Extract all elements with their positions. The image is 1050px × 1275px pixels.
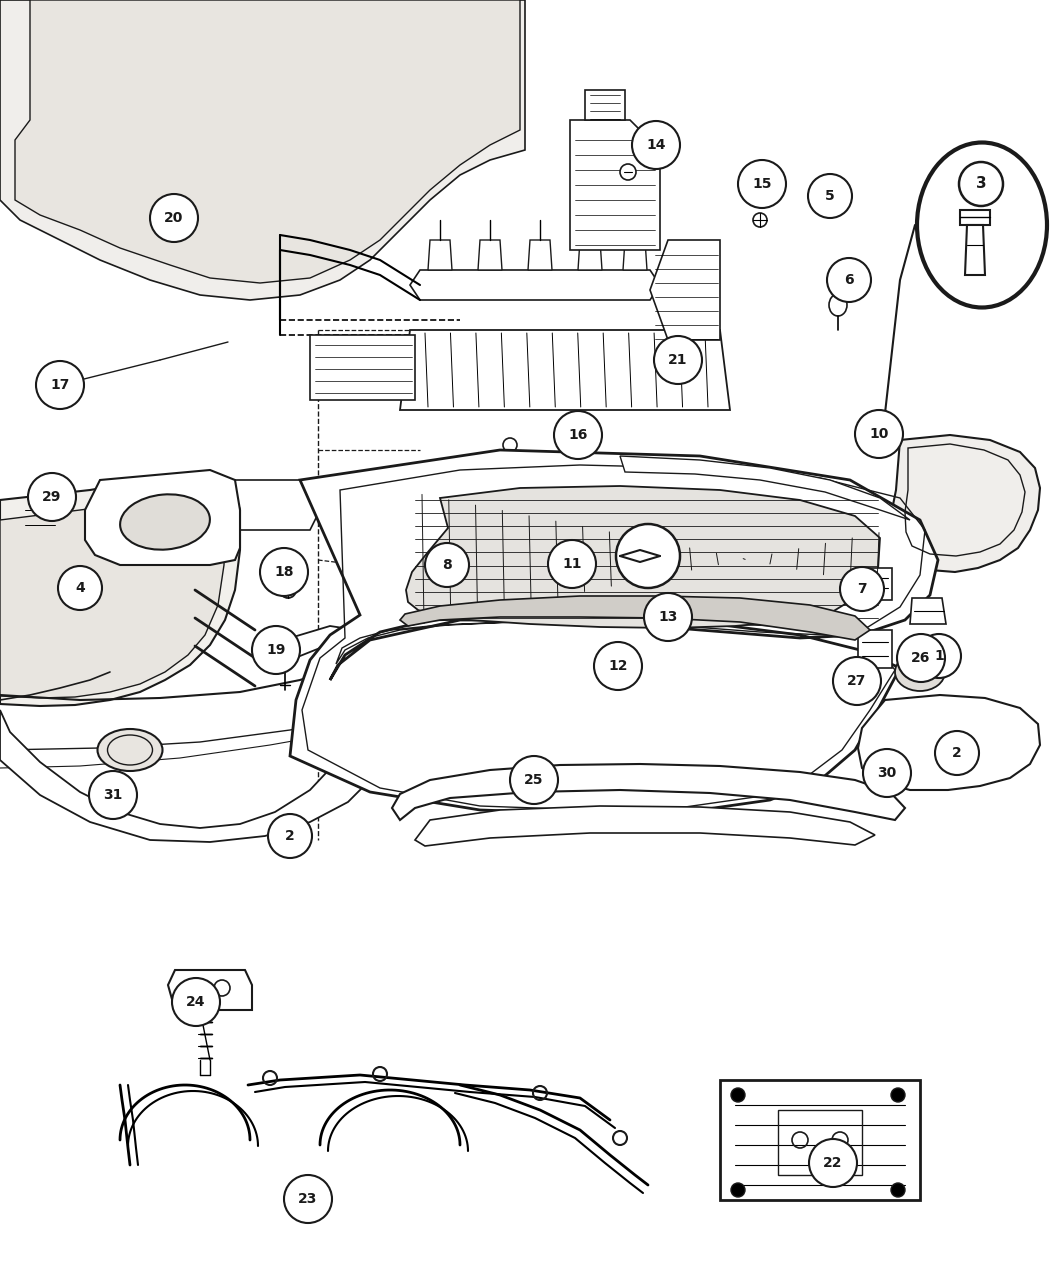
Polygon shape bbox=[528, 240, 552, 270]
Text: 14: 14 bbox=[646, 138, 666, 152]
Polygon shape bbox=[310, 335, 415, 400]
Polygon shape bbox=[0, 626, 400, 842]
Polygon shape bbox=[892, 435, 1040, 572]
Text: 18: 18 bbox=[274, 565, 294, 579]
Circle shape bbox=[172, 978, 220, 1026]
Circle shape bbox=[833, 657, 881, 705]
Polygon shape bbox=[290, 450, 938, 813]
Circle shape bbox=[510, 756, 558, 805]
Circle shape bbox=[616, 524, 680, 588]
Polygon shape bbox=[85, 470, 240, 565]
Circle shape bbox=[654, 337, 702, 384]
Circle shape bbox=[934, 731, 979, 775]
Polygon shape bbox=[0, 476, 240, 706]
Circle shape bbox=[28, 473, 76, 521]
Circle shape bbox=[503, 439, 517, 453]
Circle shape bbox=[632, 121, 680, 170]
Text: 22: 22 bbox=[823, 1156, 843, 1170]
Polygon shape bbox=[623, 240, 647, 270]
Circle shape bbox=[897, 634, 945, 682]
Text: 16: 16 bbox=[568, 428, 588, 442]
Polygon shape bbox=[0, 0, 525, 300]
Polygon shape bbox=[410, 270, 660, 300]
Circle shape bbox=[644, 593, 692, 641]
Text: 6: 6 bbox=[844, 273, 854, 287]
Circle shape bbox=[548, 541, 596, 588]
Polygon shape bbox=[392, 764, 905, 820]
Text: 2: 2 bbox=[952, 746, 962, 760]
Text: 17: 17 bbox=[50, 377, 69, 391]
Text: 26: 26 bbox=[911, 652, 930, 666]
Circle shape bbox=[917, 634, 961, 678]
Polygon shape bbox=[428, 240, 452, 270]
Text: 25: 25 bbox=[524, 773, 544, 787]
Text: 21: 21 bbox=[668, 353, 688, 367]
Polygon shape bbox=[478, 240, 502, 270]
Circle shape bbox=[594, 643, 642, 690]
Text: 20: 20 bbox=[164, 210, 184, 224]
Circle shape bbox=[425, 543, 469, 586]
Polygon shape bbox=[400, 330, 730, 411]
Circle shape bbox=[959, 162, 1003, 207]
Polygon shape bbox=[0, 499, 225, 697]
Polygon shape bbox=[720, 1080, 920, 1200]
Circle shape bbox=[150, 194, 198, 242]
Text: 5: 5 bbox=[825, 189, 835, 203]
Circle shape bbox=[252, 626, 300, 674]
Circle shape bbox=[840, 567, 884, 611]
Polygon shape bbox=[15, 0, 520, 283]
Text: 23: 23 bbox=[298, 1192, 318, 1206]
Circle shape bbox=[190, 980, 206, 996]
Circle shape bbox=[731, 1088, 746, 1102]
Text: 27: 27 bbox=[847, 674, 866, 688]
Polygon shape bbox=[15, 500, 60, 541]
Text: 4: 4 bbox=[76, 581, 85, 595]
Ellipse shape bbox=[120, 495, 210, 550]
Circle shape bbox=[284, 1176, 332, 1223]
Polygon shape bbox=[862, 567, 892, 601]
Text: 19: 19 bbox=[267, 643, 286, 657]
Polygon shape bbox=[406, 486, 880, 629]
Polygon shape bbox=[650, 240, 720, 340]
Circle shape bbox=[753, 213, 766, 227]
Circle shape bbox=[554, 411, 602, 459]
Circle shape bbox=[738, 159, 786, 208]
Circle shape bbox=[731, 1183, 746, 1197]
Text: 29: 29 bbox=[42, 490, 62, 504]
Text: 7: 7 bbox=[857, 581, 867, 595]
Circle shape bbox=[277, 652, 293, 668]
Circle shape bbox=[808, 1139, 857, 1187]
Circle shape bbox=[891, 1183, 905, 1197]
Polygon shape bbox=[620, 456, 910, 520]
Circle shape bbox=[260, 548, 308, 595]
Circle shape bbox=[855, 411, 903, 458]
Text: 30: 30 bbox=[878, 766, 897, 780]
Polygon shape bbox=[585, 91, 625, 120]
Polygon shape bbox=[415, 806, 875, 847]
Text: 15: 15 bbox=[752, 177, 772, 191]
Text: 2: 2 bbox=[286, 829, 295, 843]
Text: 31: 31 bbox=[103, 788, 123, 802]
Polygon shape bbox=[965, 224, 985, 275]
Polygon shape bbox=[910, 598, 946, 623]
Circle shape bbox=[891, 1088, 905, 1102]
Ellipse shape bbox=[895, 653, 945, 691]
Ellipse shape bbox=[98, 729, 163, 771]
Circle shape bbox=[280, 581, 296, 598]
Polygon shape bbox=[168, 970, 252, 1010]
Text: 24: 24 bbox=[186, 994, 206, 1009]
Polygon shape bbox=[220, 479, 320, 530]
Circle shape bbox=[827, 258, 872, 302]
Text: 12: 12 bbox=[608, 659, 628, 673]
Circle shape bbox=[620, 164, 636, 180]
Text: 8: 8 bbox=[442, 558, 452, 572]
Circle shape bbox=[214, 980, 230, 996]
Circle shape bbox=[36, 361, 84, 409]
Circle shape bbox=[808, 173, 852, 218]
Ellipse shape bbox=[830, 295, 847, 316]
Circle shape bbox=[89, 771, 136, 819]
Text: 11: 11 bbox=[562, 557, 582, 571]
Text: 3: 3 bbox=[975, 176, 986, 191]
Polygon shape bbox=[578, 240, 602, 270]
